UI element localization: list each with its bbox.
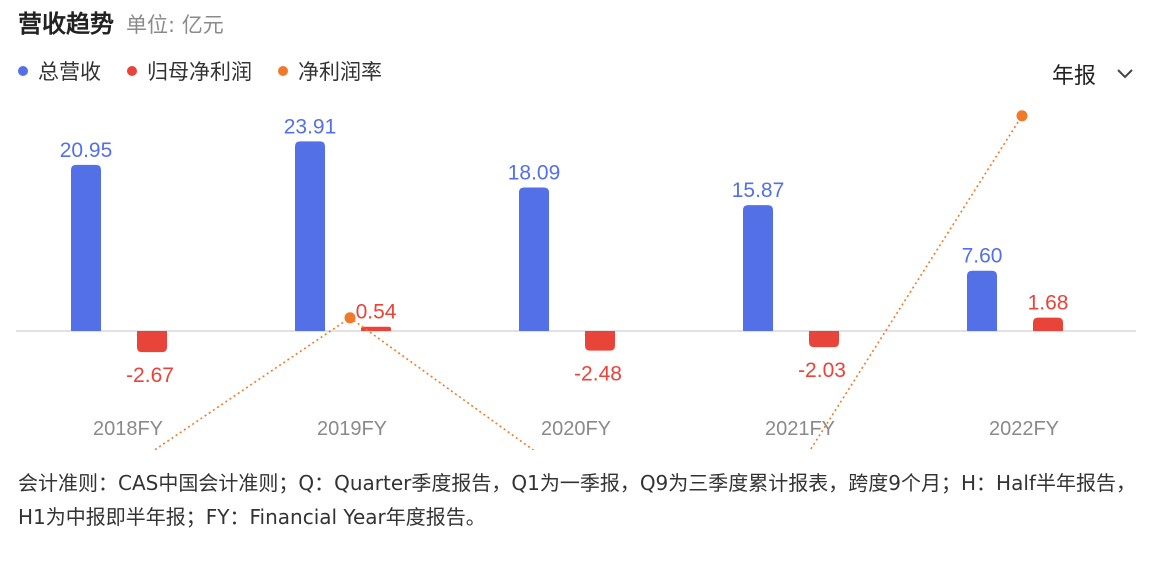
chart-header: 营收趋势 单位: 亿元: [18, 4, 224, 38]
revenue-value-label: 18.09: [508, 162, 561, 185]
net-profit-value-label: 1.68: [1028, 292, 1069, 315]
legend-item-net-margin[interactable]: 净利润率: [278, 56, 382, 86]
legend-item-net-profit[interactable]: 归母净利润: [127, 56, 252, 86]
net-profit-value-label: -2.03: [798, 359, 846, 382]
net-margin-point: [1017, 110, 1028, 121]
legend-label-revenue: 总营收: [38, 56, 101, 86]
x-tick-label: 2020FY: [541, 418, 611, 440]
legend-dot-net-margin: [278, 66, 288, 76]
legend: 总营收 归母净利润 净利润率: [18, 56, 408, 86]
net-profit-value-label: -2.48: [574, 363, 622, 386]
x-tick-label: 2021FY: [765, 418, 835, 440]
revenue-value-label: 15.87: [732, 179, 785, 202]
legend-label-net-margin: 净利润率: [298, 56, 382, 86]
revenue-bar: [743, 205, 773, 331]
footnote: 会计准则：CAS中国会计准则；Q：Quarter季度报告，Q1为一季报，Q9为三…: [18, 466, 1140, 534]
net-profit-value-label: -2.67: [126, 364, 174, 387]
legend-dot-net-profit: [127, 66, 137, 76]
period-label: 年报: [1052, 58, 1096, 90]
legend-item-revenue[interactable]: 总营收: [18, 56, 101, 86]
revenue-bar: [519, 188, 549, 331]
revenue-value-label: 23.91: [284, 115, 337, 138]
period-dropdown[interactable]: 年报: [1052, 58, 1134, 90]
legend-dot-revenue: [18, 66, 28, 76]
net-profit-bar: [361, 327, 391, 331]
net-profit-bar: [809, 331, 839, 347]
revenue-bar: [295, 141, 325, 331]
chart-plot: 20.95 -2.67 2018FY 23.91 0.54 2019FY 18.09 -2.4…: [0, 90, 1158, 450]
net-margin-line: [126, 116, 1022, 450]
chevron-down-icon: [1116, 68, 1134, 80]
x-tick-label: 2022FY: [989, 418, 1059, 440]
net-profit-bar: [137, 331, 167, 352]
unit-label: 单位: 亿元: [126, 9, 224, 39]
revenue-bar: [967, 271, 997, 331]
net-profit-bar: [585, 331, 615, 351]
net-profit-value-label: 0.54: [356, 301, 397, 324]
legend-label-net-profit: 归母净利润: [147, 56, 252, 86]
revenue-value-label: 7.60: [962, 245, 1003, 268]
net-margin-point: [345, 312, 356, 323]
revenue-bar: [71, 165, 101, 331]
revenue-value-label: 20.95: [60, 139, 113, 162]
x-tick-label: 2019FY: [317, 418, 387, 440]
x-tick-label: 2018FY: [93, 418, 163, 440]
chart-title: 营收趋势: [18, 4, 114, 39]
net-profit-bar: [1033, 318, 1063, 331]
